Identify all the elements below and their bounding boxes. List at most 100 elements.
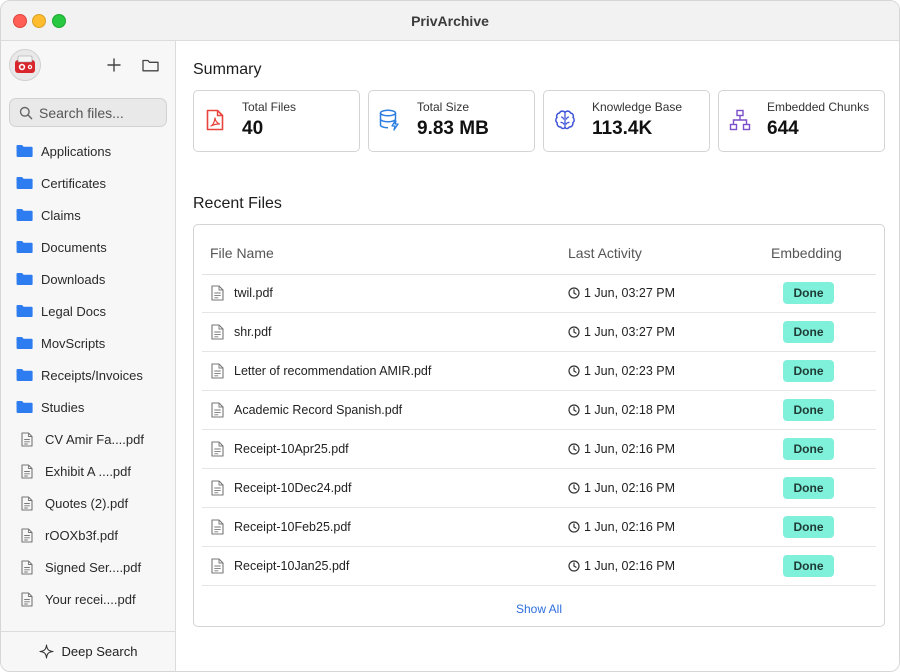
folder-icon xyxy=(16,335,34,351)
last-activity: 1 Jun, 02:16 PM xyxy=(584,559,676,573)
last-activity: 1 Jun, 02:18 PM xyxy=(584,403,676,417)
file-name: Academic Record Spanish.pdf xyxy=(234,403,403,417)
sidebar-folder-claims[interactable]: Claims xyxy=(1,199,176,231)
recent-files-table: File Name Last Activity Embedding twil.p… xyxy=(193,224,885,627)
file-name: shr.pdf xyxy=(234,325,272,339)
table-row[interactable]: Receipt-10Dec24.pdf 1 Jun, 02:16 PM Done xyxy=(202,469,876,508)
status-badge: Done xyxy=(783,516,834,538)
card-value: 113.4K xyxy=(592,118,653,139)
table-row[interactable]: Receipt-10Feb25.pdf 1 Jun, 02:16 PM Done xyxy=(202,508,876,547)
network-icon xyxy=(729,108,751,132)
column-header-embedding[interactable]: Embedding xyxy=(771,245,842,261)
status-badge: Done xyxy=(783,321,834,343)
archive-logo-icon xyxy=(15,55,35,73)
last-activity: 1 Jun, 03:27 PM xyxy=(584,286,676,300)
sidebar-item-label: CV Amir Fa....pdf xyxy=(45,431,144,447)
sidebar-item-label: Certificates xyxy=(41,175,107,191)
folder-icon xyxy=(16,367,34,383)
file-name: Receipt-10Feb25.pdf xyxy=(234,520,351,534)
search-box[interactable] xyxy=(9,98,167,127)
folder-icon xyxy=(16,303,34,319)
card-label: Knowledge Base xyxy=(592,100,683,114)
sidebar-folder-certificates[interactable]: Certificates xyxy=(1,167,176,199)
document-icon xyxy=(211,480,224,496)
add-folder-button[interactable] xyxy=(140,55,160,75)
table-row[interactable]: Letter of recommendation AMIR.pdf 1 Jun,… xyxy=(202,352,876,391)
column-header-last-activity[interactable]: Last Activity xyxy=(568,245,642,261)
document-icon xyxy=(21,527,35,543)
minimize-window-button[interactable] xyxy=(32,14,46,28)
clock-icon xyxy=(568,521,580,533)
sidebar-file[interactable]: rOOXb3f.pdf xyxy=(1,519,176,551)
sidebar-file[interactable]: Signed Ser....pdf xyxy=(1,551,176,583)
sidebar-item-label: Claims xyxy=(41,207,81,223)
zoom-window-button[interactable] xyxy=(52,14,66,28)
plus-icon xyxy=(107,58,121,72)
close-window-button[interactable] xyxy=(13,14,27,28)
sidebar-item-label: Exhibit A ....pdf xyxy=(45,463,131,479)
sidebar-folder-receipts-invoices[interactable]: Receipts/Invoices xyxy=(1,359,176,391)
card-value: 644 xyxy=(767,118,799,139)
brain-icon xyxy=(554,108,576,132)
sidebar-folder-documents[interactable]: Documents xyxy=(1,231,176,263)
clock-icon xyxy=(568,287,580,299)
folder-outline-icon xyxy=(141,59,159,72)
status-badge: Done xyxy=(783,438,834,460)
show-all-link[interactable]: Show All xyxy=(515,602,563,616)
card-value: 40 xyxy=(242,118,264,139)
sidebar-folder-applications[interactable]: Applications xyxy=(1,135,176,167)
sidebar-file[interactable]: Exhibit A ....pdf xyxy=(1,455,176,487)
sidebar-file[interactable]: Quotes (2).pdf xyxy=(1,487,176,519)
deep-search-button[interactable]: Deep Search xyxy=(1,631,175,671)
table-row[interactable]: shr.pdf 1 Jun, 03:27 PM Done xyxy=(202,313,876,352)
sidebar-folder-legal-docs[interactable]: Legal Docs xyxy=(1,295,176,327)
search-input[interactable] xyxy=(39,104,159,121)
last-activity: 1 Jun, 02:16 PM xyxy=(584,520,676,534)
status-badge: Done xyxy=(783,555,834,577)
clock-icon xyxy=(568,560,580,572)
card-label: Embedded Chunks xyxy=(767,100,870,114)
sidebar-folder-movscripts[interactable]: MovScripts xyxy=(1,327,176,359)
document-icon xyxy=(21,463,35,479)
title-bar: PrivArchive xyxy=(1,1,899,41)
table-row[interactable]: Receipt-10Jan25.pdf 1 Jun, 02:16 PM Done xyxy=(202,547,876,586)
sidebar-item-label: Your recei....pdf xyxy=(45,591,136,607)
sidebar-folder-studies[interactable]: Studies xyxy=(1,391,176,423)
document-icon xyxy=(211,558,224,574)
file-name: Receipt-10Dec24.pdf xyxy=(234,481,352,495)
document-icon xyxy=(211,363,224,379)
main-content: Summary Total Files 40 Total Size 9.83 M… xyxy=(177,41,899,671)
sparkle-icon xyxy=(38,644,54,659)
app-avatar[interactable] xyxy=(9,49,41,81)
file-name: Receipt-10Apr25.pdf xyxy=(234,442,349,456)
table-row[interactable]: Academic Record Spanish.pdf 1 Jun, 02:18… xyxy=(202,391,876,430)
deep-search-label: Deep Search xyxy=(61,644,138,659)
search-icon xyxy=(19,106,33,119)
table-header: File Name Last Activity Embedding xyxy=(202,225,876,275)
status-badge: Done xyxy=(783,399,834,421)
database-icon xyxy=(379,108,401,132)
add-button[interactable] xyxy=(104,55,124,75)
recent-files-title: Recent Files xyxy=(193,195,282,212)
clock-icon xyxy=(568,482,580,494)
clock-icon xyxy=(568,365,580,377)
sidebar-folder-downloads[interactable]: Downloads xyxy=(1,263,176,295)
status-badge: Done xyxy=(783,282,834,304)
table-row[interactable]: Receipt-10Apr25.pdf 1 Jun, 02:16 PM Done xyxy=(202,430,876,469)
sidebar-file[interactable]: Your recei....pdf xyxy=(1,583,176,615)
document-icon xyxy=(211,285,224,301)
window-title: PrivArchive xyxy=(411,13,489,29)
document-icon xyxy=(21,591,35,607)
column-header-file-name[interactable]: File Name xyxy=(210,245,274,261)
card-value: 9.83 MB xyxy=(417,118,489,139)
clock-icon xyxy=(568,443,580,455)
folder-icon xyxy=(16,399,34,415)
sidebar-item-label: Applications xyxy=(41,143,112,159)
status-badge: Done xyxy=(783,477,834,499)
sidebar-item-label: Studies xyxy=(41,399,85,415)
table-row[interactable]: twil.pdf 1 Jun, 03:27 PM Done xyxy=(202,274,876,313)
sidebar-file[interactable]: CV Amir Fa....pdf xyxy=(1,423,176,455)
sidebar-item-label: Documents xyxy=(41,239,107,255)
sidebar-item-label: Quotes (2).pdf xyxy=(45,495,129,511)
